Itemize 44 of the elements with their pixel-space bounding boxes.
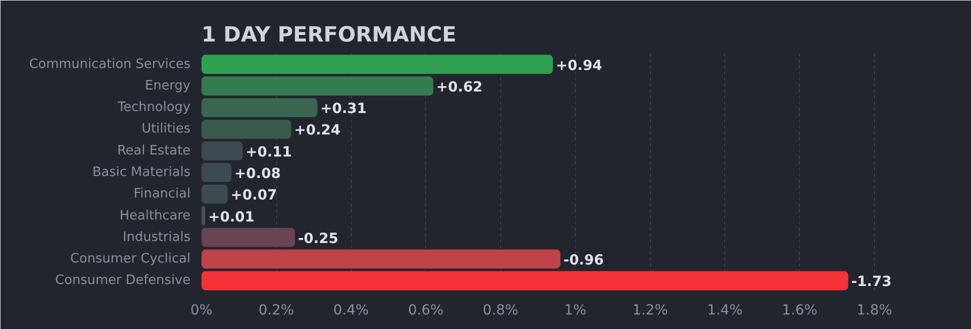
- annotation: -0.96: [563, 252, 604, 269]
- bar: [202, 271, 848, 290]
- data-label: +0.94: [556, 58, 602, 74]
- x-tick-label: 1.2%: [632, 302, 668, 318]
- y-tick-label: Energy: [144, 78, 191, 94]
- data-label: +0.01: [208, 209, 255, 226]
- y-tick-label: Industrials: [122, 230, 191, 245]
- bar: [202, 76, 434, 96]
- x-tick-label: 0.6%: [408, 302, 444, 318]
- bar: [202, 250, 560, 269]
- y-tick-label: Real Estate: [117, 143, 191, 158]
- chart-title: 1 DAY PERFORMANCE: [202, 22, 456, 46]
- y-tick-label: Utilities: [142, 122, 191, 137]
- annotation: -0.25: [298, 230, 338, 247]
- x-tick-label: 1.6%: [782, 302, 818, 318]
- bar: [202, 206, 206, 226]
- data-label: +0.31: [320, 101, 367, 118]
- data-label: +0.08: [234, 166, 281, 182]
- bar: [202, 141, 243, 160]
- y-tick-label: Communication Services: [29, 56, 191, 72]
- bar: [202, 98, 318, 118]
- bar: [202, 184, 228, 204]
- bar: [202, 162, 232, 182]
- x-tick-label: 0.8%: [482, 302, 518, 318]
- y-tick-label: Consumer Defensive: [55, 273, 191, 288]
- y-tick-label: Financial: [134, 186, 191, 202]
- bar: [202, 120, 292, 139]
- x-tick-label: 1.4%: [707, 302, 743, 318]
- x-tick-label: 0.2%: [258, 302, 294, 318]
- x-tick-label: 0.4%: [333, 302, 369, 318]
- data-label: +0.07: [230, 188, 277, 204]
- x-tick-label: 0%: [190, 302, 213, 318]
- y-tick-label: Technology: [116, 100, 191, 116]
- y-tick-label: Basic Materials: [92, 165, 191, 180]
- x-tick-label: 1%: [564, 302, 586, 318]
- data-label: +0.62: [436, 79, 483, 96]
- annotation: -1.73: [851, 274, 892, 290]
- data-label: +0.11: [246, 144, 292, 160]
- y-tick-label: Healthcare: [120, 208, 190, 224]
- bar: [202, 228, 295, 247]
- y-tick-label: Consumer Cyclical: [70, 252, 191, 267]
- data-label: +0.24: [294, 122, 341, 139]
- x-tick-label: 1.8%: [856, 302, 892, 318]
- bar: [202, 54, 553, 74]
